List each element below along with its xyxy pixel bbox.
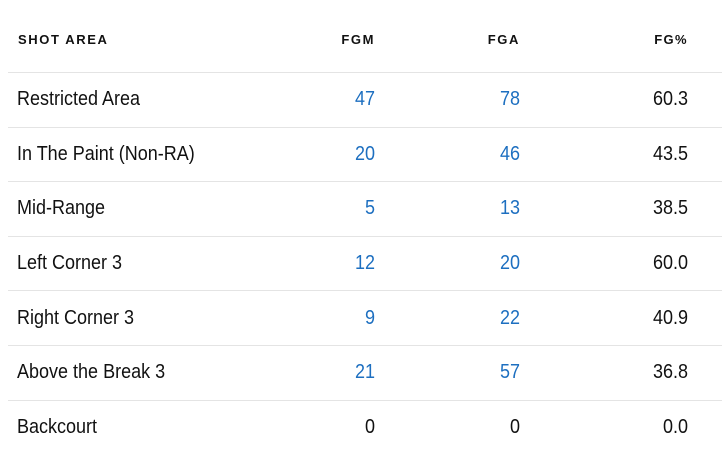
table-row: In The Paint (Non-RA) 20 46 43.5	[8, 128, 722, 183]
table-row: Backcourt 0 0 0.0	[8, 401, 722, 456]
shot-area-cell: Right Corner 3	[17, 306, 135, 329]
fga-link[interactable]: 57	[499, 361, 520, 384]
fg-pct-cell: 0.0	[662, 416, 688, 439]
fga-link[interactable]: 22	[499, 306, 520, 329]
shot-area-cell: Above the Break 3	[17, 361, 166, 384]
fg-pct-cell: 36.8	[652, 361, 688, 384]
table-row: Right Corner 3 9 22 40.9	[8, 291, 722, 346]
table-row: Restricted Area 47 78 60.3	[8, 73, 722, 128]
table-header-row: SHOT AREA FGM FGA FG%	[8, 0, 722, 73]
fga-link[interactable]: 78	[499, 88, 520, 111]
fga-link[interactable]: 13	[499, 197, 520, 220]
fgm-link[interactable]: 5	[364, 197, 375, 220]
fgm-cell: 0	[364, 416, 375, 439]
fgm-link[interactable]: 9	[364, 306, 375, 329]
shot-area-cell: Left Corner 3	[17, 252, 123, 275]
fgm-link[interactable]: 21	[354, 361, 375, 384]
shot-area-cell: Restricted Area	[17, 88, 141, 111]
fga-link[interactable]: 46	[499, 142, 520, 165]
column-header-fg-pct[interactable]: FG%	[654, 31, 688, 47]
fgm-link[interactable]: 20	[354, 142, 375, 165]
fgm-link[interactable]: 12	[354, 252, 375, 275]
fg-pct-cell: 40.9	[652, 306, 688, 329]
shot-area-cell: Mid-Range	[17, 197, 106, 220]
table-row: Above the Break 3 21 57 36.8	[8, 346, 722, 401]
table-row: Mid-Range 5 13 38.5	[8, 182, 722, 237]
column-header-fgm[interactable]: FGM	[341, 31, 375, 47]
fga-cell: 0	[509, 416, 520, 439]
fgm-link[interactable]: 47	[354, 88, 375, 111]
fg-pct-cell: 60.3	[652, 88, 688, 111]
column-header-shot-area[interactable]: SHOT AREA	[18, 31, 109, 47]
column-header-fga[interactable]: FGA	[487, 31, 520, 47]
fg-pct-cell: 60.0	[652, 252, 688, 275]
fga-link[interactable]: 20	[499, 252, 520, 275]
shot-area-cell: Backcourt	[17, 416, 98, 439]
shot-area-table: SHOT AREA FGM FGA FG% Restricted Area 47…	[8, 0, 722, 455]
fg-pct-cell: 43.5	[652, 142, 688, 165]
fg-pct-cell: 38.5	[652, 197, 688, 220]
table-row: Left Corner 3 12 20 60.0	[8, 237, 722, 292]
shot-area-cell: In The Paint (Non-RA)	[17, 142, 195, 165]
